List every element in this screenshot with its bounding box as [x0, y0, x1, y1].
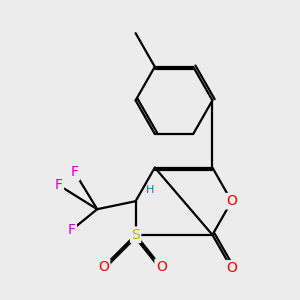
Text: F: F: [55, 178, 63, 192]
Text: H: H: [146, 185, 154, 195]
Text: O: O: [98, 260, 109, 274]
Text: F: F: [68, 223, 76, 237]
Text: O: O: [156, 260, 167, 274]
Text: S: S: [131, 228, 140, 242]
Text: O: O: [226, 194, 237, 208]
Text: F: F: [71, 165, 79, 179]
Text: O: O: [226, 261, 237, 275]
